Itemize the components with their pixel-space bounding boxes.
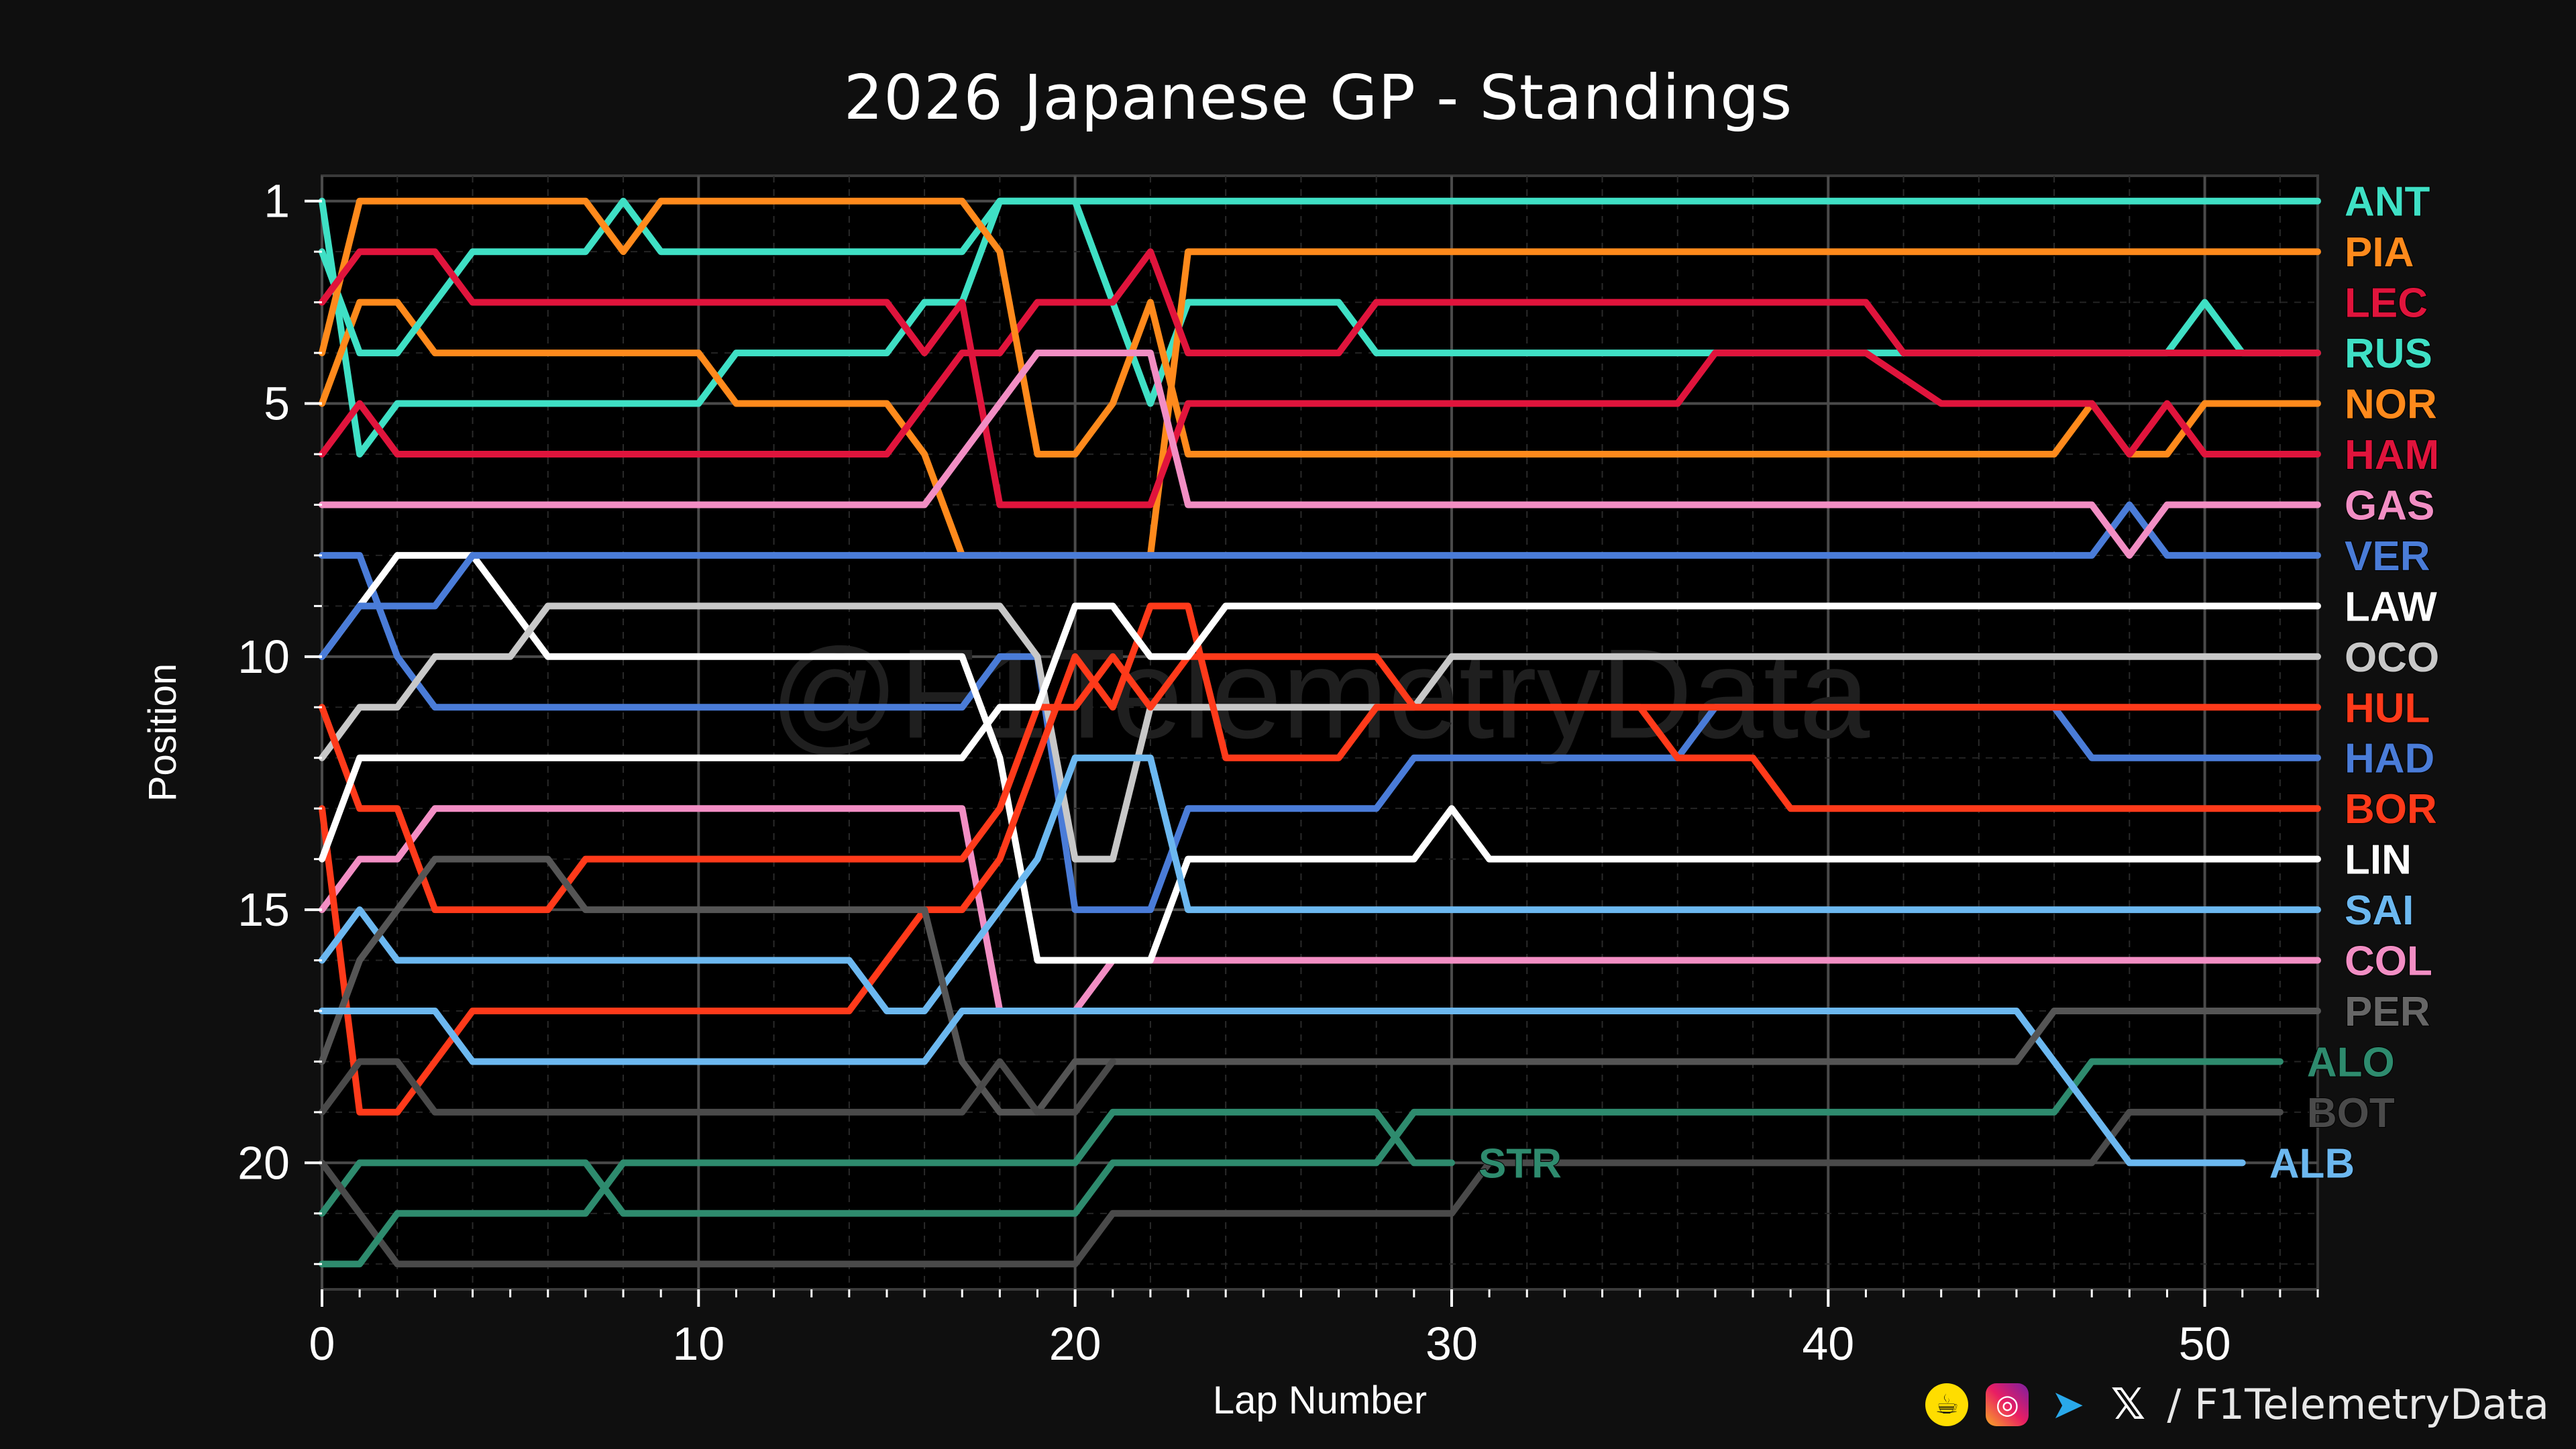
series-line-lin [319,602,2321,863]
series-line-had [319,501,2321,660]
driver-label-alb: ALB [2269,1140,2355,1187]
series-line-nor [319,197,2321,458]
x-tick-label: 50 [2179,1318,2231,1370]
series-line-per [319,855,1079,1116]
series-line-bot2 [319,1058,1116,1116]
series-lines [319,197,2321,1268]
y-tick-label: 5 [264,378,290,430]
x-tick-label: 30 [1426,1318,1478,1370]
series-line-alo [319,1058,2284,1217]
x-icon[interactable]: 𝕏 [2110,1379,2146,1430]
driver-label-had: HAD [2345,736,2434,782]
driver-label-lin: LIN [2345,837,2412,883]
driver-label-ant: ANT [2345,179,2430,225]
series-line-pia [319,248,2321,559]
x-tick-label: 10 [672,1318,724,1370]
series-line-rus [319,197,2321,357]
y-axis-label: Position [141,663,184,802]
driver-label-law: LAW [2345,584,2437,630]
driver-label-gas: GAS [2345,482,2434,529]
driver-label-col: COL [2345,938,2432,985]
coffee-icon[interactable]: ☕ [1925,1383,1969,1426]
y-tick-label: 1 [264,175,290,227]
x-axis-label: Lap Number [1213,1379,1427,1422]
driver-label-nor: NOR [2345,382,2437,428]
driver-label-per: PER [2345,989,2430,1035]
y-tick-label: 20 [237,1136,290,1189]
x-tick-label: 40 [1802,1318,1854,1370]
series-line-per2 [1071,1008,2321,1065]
driver-label-oco: OCO [2345,635,2439,681]
series-line-lec [319,248,2321,458]
footer-handle[interactable]: / F1TelemetryData [2167,1380,2549,1429]
footer: ☕ ◎ ➤ 𝕏 / F1TelemetryData [1925,1379,2549,1430]
series-line-col [319,350,2321,559]
y-tick-label: 15 [237,883,290,936]
driver-label-bor: BOR [2345,786,2437,833]
driver-label-sai: SAI [2345,888,2414,934]
driver-label-bot: BOT [2307,1090,2395,1136]
driver-label-lec: LEC [2345,280,2428,327]
series-line-alb [319,1008,2246,1167]
series-line-oco [319,602,2321,863]
driver-label-pia: PIA [2345,229,2414,276]
instagram-icon[interactable]: ◎ [1986,1383,2029,1426]
x-tick-label: 0 [309,1318,335,1370]
driver-label-hul: HUL [2345,685,2430,731]
driver-label-str: STR [1479,1140,1562,1187]
driver-label-ham: HAM [2345,432,2439,478]
y-tick-label: 10 [237,631,290,683]
driver-label-alo: ALO [2307,1039,2395,1085]
chart-title: 2026 Japanese GP - Standings [843,62,1793,133]
series-line-bor [319,653,2321,914]
series-line-law [319,551,2321,964]
plot-frame [321,174,2319,1291]
telegram-icon[interactable]: ➤ [2051,1381,2085,1428]
driver-label-ver: VER [2345,533,2430,580]
series-line-str [319,1108,1455,1268]
driver-label-rus: RUS [2345,331,2432,377]
series-line-ham [319,248,2321,508]
x-ticks: 0 10 20 30 40 50 [309,1289,2319,1370]
x-tick-label: 20 [1049,1318,1102,1370]
series-line-hul [319,602,2321,1116]
watermark: @F1TelemetryData [770,623,1870,765]
